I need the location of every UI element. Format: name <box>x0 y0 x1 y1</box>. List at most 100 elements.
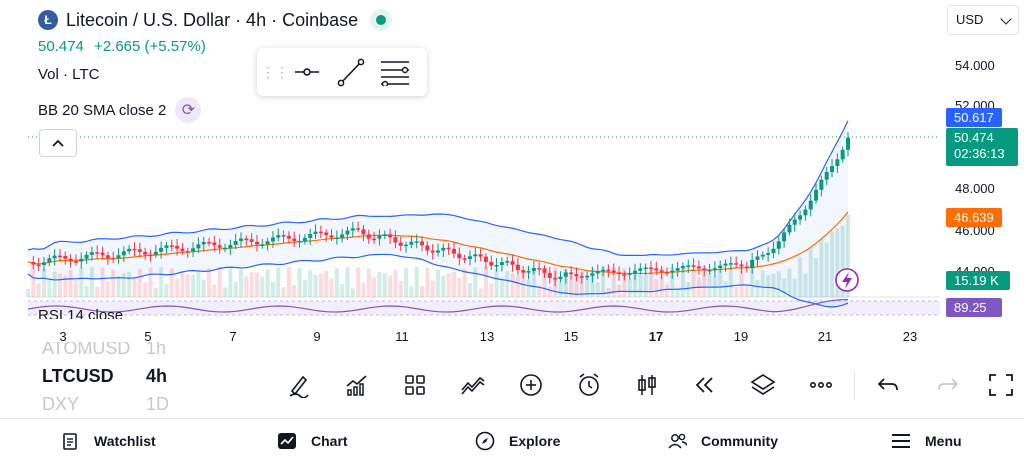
volume-bar <box>595 282 600 297</box>
market-status-icon[interactable] <box>370 9 393 31</box>
volume-bar <box>63 275 68 297</box>
volume-bar <box>228 267 233 297</box>
fullscreen-button[interactable] <box>986 370 1016 400</box>
candle-body <box>430 250 435 253</box>
volume-bar <box>196 270 201 297</box>
chevron-up-icon <box>52 139 64 147</box>
price-chart[interactable] <box>0 0 1024 350</box>
compare-button[interactable] <box>454 366 492 404</box>
candle-body <box>223 247 228 250</box>
candle-body <box>505 261 510 263</box>
volume-bar <box>451 271 456 297</box>
candle-body <box>361 229 366 235</box>
volume-bar <box>393 269 398 297</box>
replay-button[interactable] <box>686 366 724 404</box>
volume-bar <box>254 272 259 297</box>
last-price: 50.474 <box>38 38 84 55</box>
volume-bar <box>558 281 563 297</box>
templates-button[interactable] <box>396 366 434 404</box>
time-axis-tick: 17 <box>648 329 664 344</box>
nav-chart[interactable]: Chart <box>277 431 348 451</box>
candle-body <box>494 265 499 267</box>
currency-selector[interactable]: USD <box>947 5 1019 35</box>
trend-line-tool[interactable] <box>329 48 373 96</box>
litecoin-logo: Ł <box>38 10 58 30</box>
add-button[interactable] <box>512 366 550 404</box>
candle-body <box>334 237 339 239</box>
redo-button[interactable] <box>932 370 962 400</box>
volume-bar <box>105 281 110 297</box>
rsi-line <box>27 299 849 313</box>
candle-body <box>404 244 409 247</box>
volume-bar <box>404 267 409 297</box>
symbol-option[interactable]: DXY 1D <box>42 390 182 418</box>
price-axis-tick: 48.000 <box>955 181 995 196</box>
symbol-name: LTCUSD <box>42 365 114 386</box>
symbol-option[interactable]: ATOMUSD 1h <box>42 342 182 362</box>
candle-body <box>670 270 675 273</box>
draw-button[interactable] <box>280 366 318 404</box>
candle-body <box>84 254 89 259</box>
alert-button[interactable] <box>570 366 608 404</box>
candle-body <box>89 252 94 255</box>
symbol-option-active[interactable]: LTCUSD 4h <box>42 362 182 390</box>
volume-bar <box>57 273 62 297</box>
volume-bar <box>441 275 446 297</box>
candle-body <box>648 267 653 270</box>
bollinger-label-text: BB 20 SMA close 2 <box>38 101 167 119</box>
candle-body <box>526 270 531 273</box>
chart-tools-row <box>280 366 860 404</box>
volume-bar <box>489 283 494 297</box>
symbol-picker[interactable]: ATOMUSD 1h LTCUSD 4h DXY 1D <box>42 342 182 418</box>
volume-indicator-label[interactable]: Vol · LTC <box>38 66 100 83</box>
bollinger-upper-line <box>27 120 849 257</box>
more-button[interactable] <box>802 366 840 404</box>
symbol-name: ATOMUSD <box>42 342 131 358</box>
nav-community[interactable]: Community <box>667 431 778 451</box>
volume-bar <box>718 269 723 297</box>
candle-body <box>515 264 520 271</box>
volume-bar <box>350 288 355 297</box>
indicators-button[interactable] <box>338 366 376 404</box>
volume-bar <box>707 272 712 297</box>
candle-body <box>164 245 169 248</box>
candle-body <box>531 268 536 271</box>
collapse-indicators-button[interactable] <box>39 129 77 157</box>
nav-menu[interactable]: Menu <box>891 431 962 451</box>
bollinger-indicator-label[interactable]: BB 20 SMA close 2 ⟳ <box>38 97 202 123</box>
horizontal-line-tool[interactable] <box>285 48 329 96</box>
volume-bar <box>739 267 744 297</box>
bb-upper-price-tag: 50.617 <box>946 108 1002 127</box>
chart-pane[interactable]: Ł Litecoin / U.S. Dollar · 4h · Coinbase… <box>0 0 1024 350</box>
candle-body <box>31 262 36 265</box>
rsi-indicator-label[interactable]: RSI 14 close <box>38 307 123 319</box>
toolbar-divider <box>854 372 855 400</box>
candle-body <box>718 265 723 269</box>
drag-handle-icon[interactable]: ⋮⋮ <box>261 63 289 80</box>
candle-body <box>558 276 563 280</box>
layers-button[interactable] <box>744 366 782 404</box>
candle-body <box>52 255 57 259</box>
chart-type-button[interactable] <box>628 366 666 404</box>
candle-body <box>579 276 584 278</box>
volume-bar <box>830 231 835 297</box>
refresh-icon[interactable]: ⟳ <box>175 97 202 123</box>
symbol-title[interactable]: Litecoin / U.S. Dollar · 4h · Coinbase <box>66 9 359 30</box>
volume-bar <box>483 267 488 297</box>
candle-body <box>723 263 728 266</box>
volume-bar <box>223 287 228 297</box>
price-change: +2.665 (+5.57%) <box>94 38 206 55</box>
candle-body <box>819 179 824 190</box>
undo-button[interactable] <box>874 370 904 400</box>
candle-body <box>771 248 776 254</box>
fib-tool[interactable] <box>373 48 417 96</box>
currency-value: USD <box>956 12 984 27</box>
candle-body <box>499 262 504 266</box>
candle-body <box>127 248 132 252</box>
volume-bar <box>585 277 590 297</box>
nav-explore[interactable]: Explore <box>475 431 560 451</box>
candle-body <box>553 277 558 280</box>
volume-bar <box>414 267 419 297</box>
nav-watchlist[interactable]: Watchlist <box>60 431 156 451</box>
volume-bar <box>473 267 478 297</box>
